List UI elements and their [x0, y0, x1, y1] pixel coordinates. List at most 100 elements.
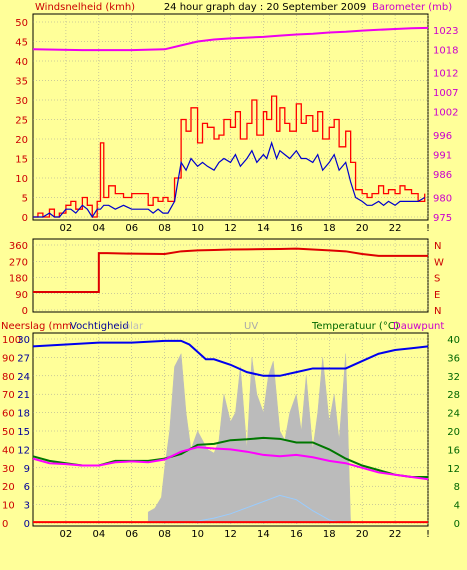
wind-axis-label: Windsnelheid (kmh) [35, 2, 135, 13]
direction-plot-frame [32, 238, 429, 313]
wind-y-tick: 20 [15, 135, 28, 146]
wind-series [32, 26, 429, 219]
wind-y-tick: 35 [15, 77, 28, 88]
wind-y-tick: 15 [15, 155, 28, 166]
humidity-x-tick: 14 [257, 529, 270, 540]
barometer-y-tick: 1023 [433, 26, 458, 37]
humidity-x-tick: 08 [158, 529, 171, 540]
solar-y-ticks: 0 3 6 9 12 15 18 21 24 27 30 [17, 335, 30, 530]
solar-axis-label: olar [124, 321, 144, 332]
humidity-x-tick: 18 [323, 529, 336, 540]
solar-y-tick: 3 [24, 501, 30, 512]
barometer-y-tick: 975 [433, 213, 452, 224]
barometer-axis-label: Barometer (mb) [372, 2, 452, 13]
solar-y-tick: 15 [17, 427, 30, 438]
humidity-line [32, 339, 429, 377]
humidity-y-tick: 0 [2, 519, 8, 530]
wind-direction-line [33, 247, 428, 293]
compass-tick: S [434, 274, 440, 285]
wind-y-tick: 50 [15, 18, 28, 29]
temperature-y-tick: 28 [447, 390, 460, 401]
solar-y-tick: 12 [17, 445, 30, 456]
wind-x-tick: 20 [356, 223, 369, 234]
dewpoint-axis-label: Dauwpunt [393, 321, 444, 332]
solar-y-tick: 6 [24, 482, 30, 493]
barometer-y-tick: 986 [433, 170, 452, 181]
barometer-line [32, 26, 429, 52]
solar-y-tick: 9 [24, 464, 30, 475]
direction-series [33, 247, 428, 293]
humidity-x-tick: 06 [125, 529, 138, 540]
wind-x-tick: 18 [323, 223, 336, 234]
humidity-x-tick: 20 [356, 529, 369, 540]
humidity-y-tick: 40 [2, 445, 15, 456]
wind-average-line [33, 140, 426, 219]
wind-y-tick: 10 [15, 174, 28, 185]
direction-y-tick: 360 [9, 241, 28, 252]
humidity-y-tick: 30 [2, 464, 15, 475]
humidity-plot-frame [32, 332, 429, 527]
wind-x-tick: 08 [158, 223, 171, 234]
wind-x-tick: 04 [92, 223, 105, 234]
wind-x-tick: ! [426, 223, 430, 234]
solar-y-tick: 0 [24, 519, 30, 530]
compass-tick: E [434, 290, 440, 301]
humidity-x-tick: 02 [60, 529, 73, 540]
wind-x-tick: 06 [125, 223, 138, 234]
humidity-x-tick: 22 [389, 529, 402, 540]
humidity-y-tick: 70 [2, 390, 15, 401]
wind-x-tick: 10 [191, 223, 204, 234]
humidity-y-tick: 50 [2, 427, 15, 438]
temperature-y-tick: 36 [447, 353, 460, 364]
direction-y-tick: 180 [9, 274, 28, 285]
humidity-y-tick: 80 [2, 372, 15, 383]
temperature-y-tick: 20 [447, 427, 460, 438]
direction-y-ticks: 360 270 180 90 0 [9, 241, 28, 317]
direction-grid [33, 240, 429, 311]
humidity-y-tick: 60 [2, 409, 15, 420]
wind-y-ticks: 0 5 10 15 20 25 30 35 40 45 50 [15, 18, 28, 224]
solar-y-tick: 18 [17, 409, 30, 420]
barometer-y-ticks: 975 980 986 991 996 1002 1007 1012 1018 1023 [433, 26, 458, 224]
solar-y-tick: 27 [17, 353, 30, 364]
humidity-x-tick: 04 [92, 529, 105, 540]
humidity-y-ticks: 0 10 20 30 40 50 60 70 80 90 100 [2, 335, 21, 530]
humidity-axis-label: Vochtigheid [70, 321, 129, 332]
barometer-y-tick: 996 [433, 131, 452, 142]
barometer-y-tick: 980 [433, 194, 452, 205]
humidity-series [32, 339, 429, 524]
wind-x-tick: 02 [60, 223, 73, 234]
direction-y-tick: 270 [9, 257, 28, 268]
barometer-y-tick: 1012 [433, 69, 458, 80]
temperature-y-tick: 4 [454, 501, 460, 512]
direction-y-tick: 90 [15, 290, 28, 301]
humidity-x-tick: 16 [290, 529, 303, 540]
wind-y-tick: 5 [22, 194, 28, 205]
uv-line [181, 494, 346, 524]
temperature-y-ticks: 0 4 8 12 16 20 24 28 32 36 40 [447, 335, 460, 530]
humidity-y-tick: 100 [2, 335, 21, 346]
temperature-y-tick: 12 [447, 464, 460, 475]
rain-axis-label: Neerslag (mm [1, 321, 72, 332]
compass-tick: N [434, 241, 441, 252]
wind-gust-line [33, 95, 426, 218]
solar-y-tick: 24 [17, 372, 30, 383]
humidity-x-tick: ! [426, 529, 430, 540]
temperature-y-tick: 32 [447, 372, 460, 383]
wind-y-tick: 0 [22, 213, 28, 224]
wind-x-tick: 16 [290, 223, 303, 234]
solar-y-tick: 21 [17, 390, 30, 401]
humidity-x-tick: 12 [224, 529, 237, 540]
temperature-y-tick: 8 [454, 482, 460, 493]
humidity-y-tick: 10 [2, 501, 15, 512]
uv-axis-label: UV [244, 321, 258, 332]
humidity-y-tick: 90 [2, 353, 15, 364]
compass-tick: W [434, 257, 444, 268]
barometer-y-tick: 1002 [433, 108, 458, 119]
barometer-y-tick: 1018 [433, 45, 458, 56]
compass-tick: N [434, 306, 441, 317]
barometer-y-tick: 991 [433, 151, 452, 162]
wind-grid [33, 15, 429, 219]
